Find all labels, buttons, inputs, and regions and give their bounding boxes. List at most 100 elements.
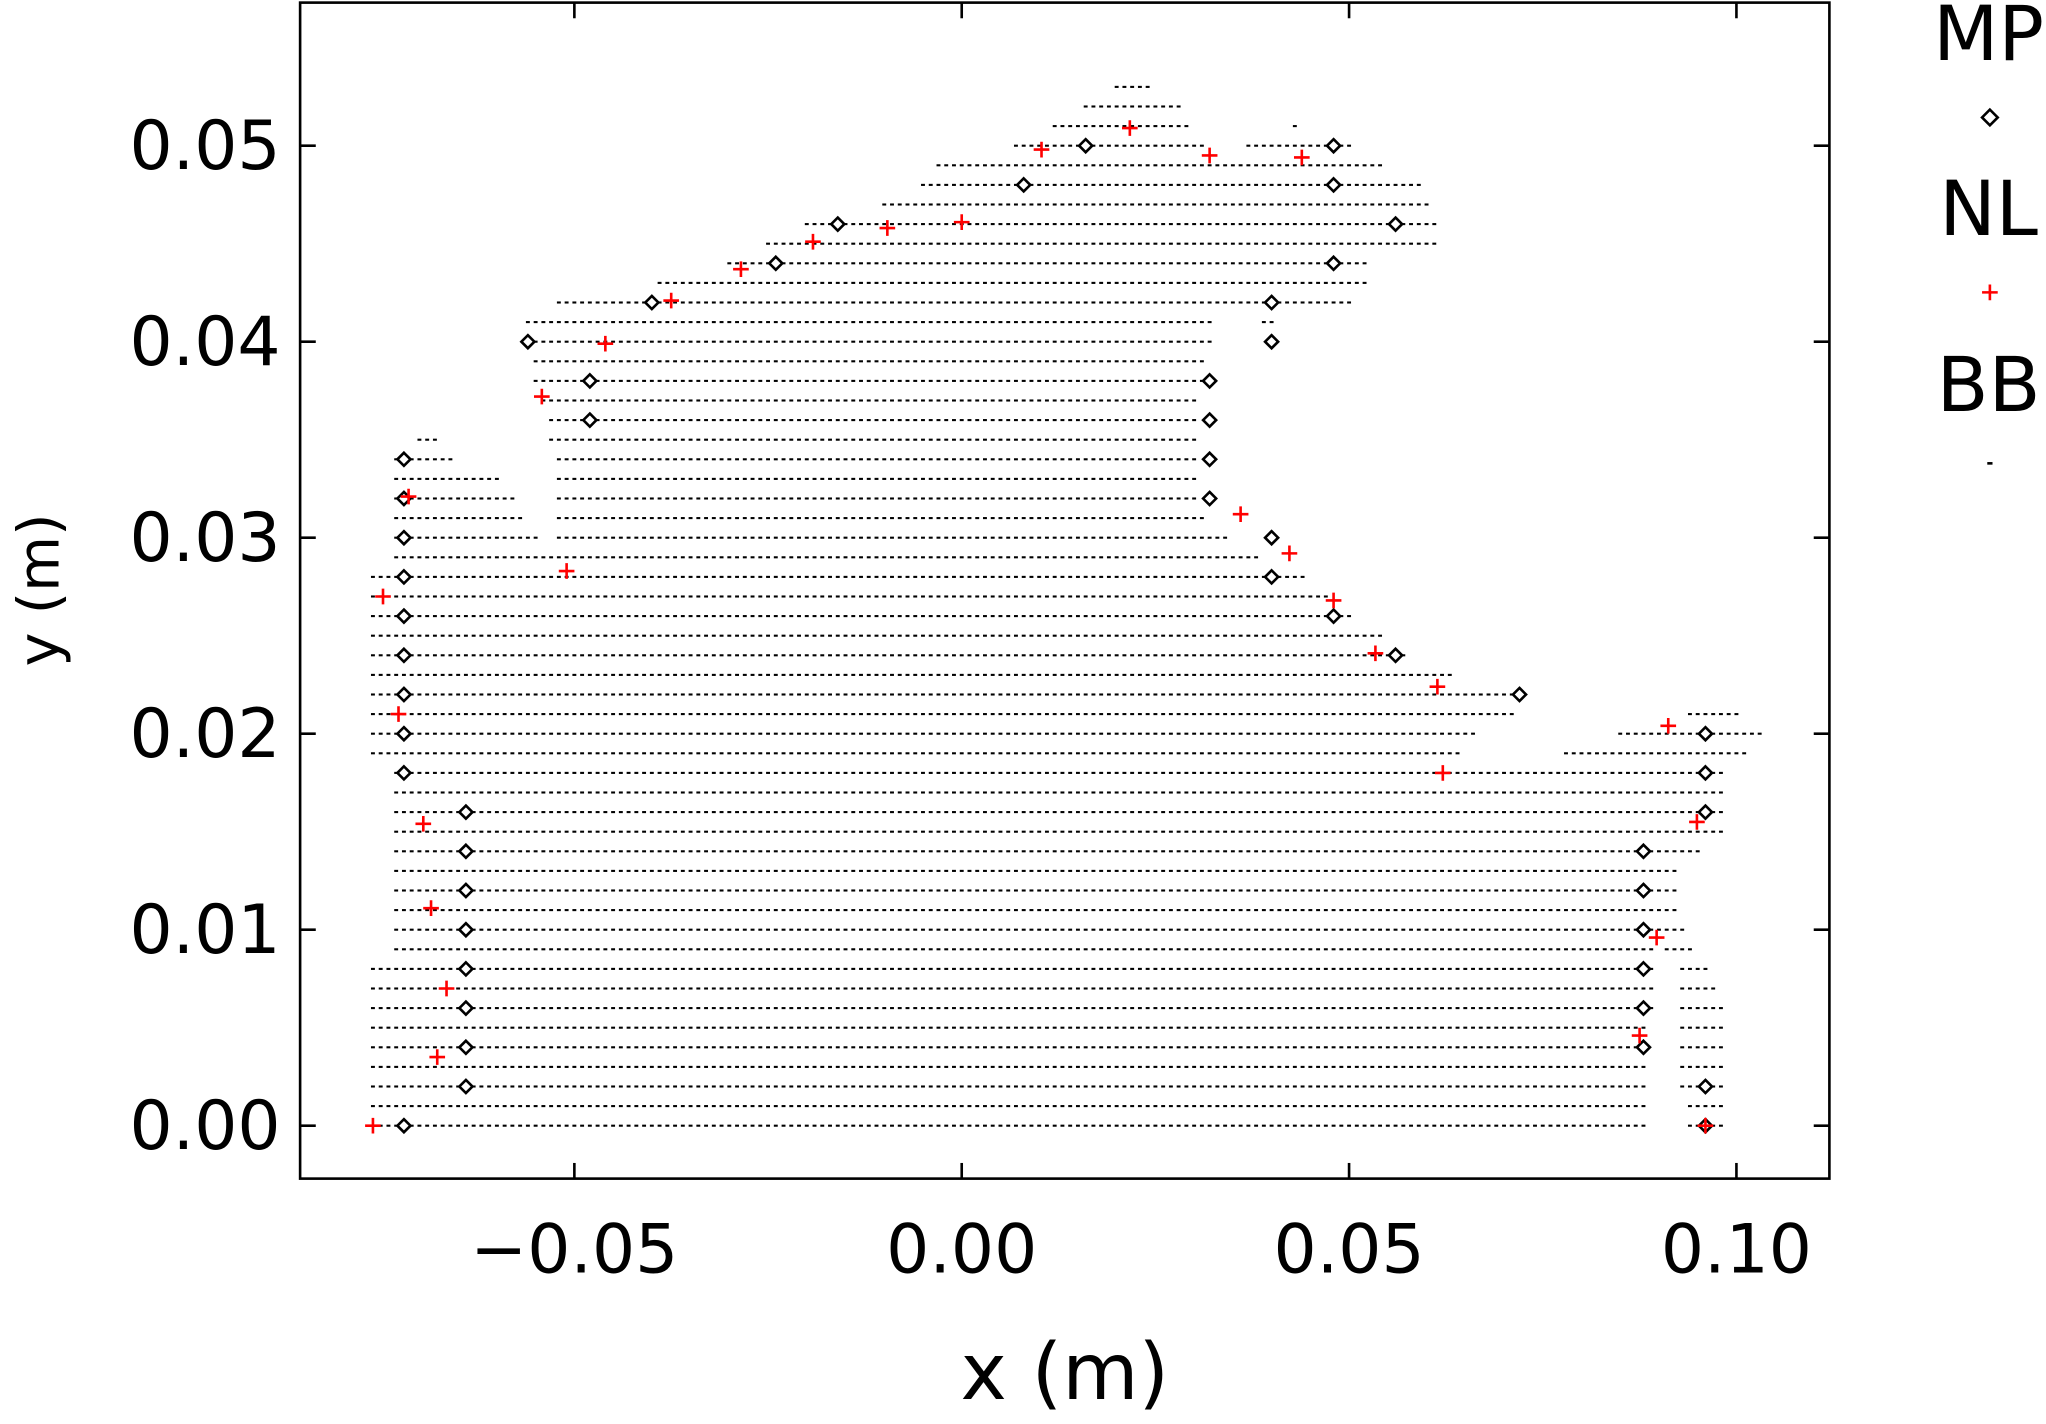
bb-point [456,752,461,755]
bb-point [998,693,1003,696]
bb-point [944,732,949,735]
bb-point [1145,615,1150,618]
bb-point [851,673,856,676]
bb-point [828,811,832,814]
bb-point [1277,987,1282,990]
bb-point [533,948,538,951]
bb-point [1556,811,1561,814]
bb-point [401,752,406,755]
bb-point [479,1105,484,1108]
bb-point [1060,1026,1065,1029]
bb-point [448,732,453,735]
bb-point [649,673,654,676]
bb-point [1424,1046,1429,1049]
bb-point [1060,967,1065,970]
bb-point [1401,948,1406,951]
bb-point [1548,1105,1553,1108]
bb-point [1564,830,1568,833]
bb-point [1044,1046,1049,1049]
bb-point [828,1105,832,1108]
bb-point [541,909,546,912]
bb-point [1424,752,1429,755]
bb-point [1424,771,1429,774]
bb-point [1114,634,1119,637]
bb-point [611,595,616,598]
bb-point [1261,752,1266,755]
bb-point [1672,869,1677,872]
bb-point [835,556,840,559]
bb-point [866,693,871,696]
bb-point [1114,889,1119,892]
bb-point [1416,869,1421,872]
bb-point [642,575,647,578]
bb-point [409,1085,414,1088]
bb-point [572,595,577,598]
bb-point [1153,791,1158,794]
bb-point [1075,732,1080,735]
bb-point [1230,654,1235,657]
bb-point [820,771,825,774]
bb-point [1447,1065,1452,1068]
bb-point [417,654,422,657]
bb-point [983,1065,987,1068]
bb-point [456,693,461,696]
bb-point [618,497,623,500]
bb-point [1044,1105,1049,1108]
bb-point [1525,889,1530,892]
bb-point [1068,556,1073,559]
bb-point [611,948,616,951]
bb-point [1246,771,1251,774]
bb-point [432,1124,437,1127]
bb-point [564,909,569,912]
bb-point [425,850,430,853]
bb-point [1393,791,1398,794]
bb-point [657,869,662,872]
bb-point [1300,693,1305,696]
bb-point [1254,713,1259,716]
bb-point [1409,1065,1414,1068]
bb-point [1114,575,1119,578]
bb-point [549,732,554,735]
bb-point [1099,1046,1104,1049]
bb-point [1153,693,1158,696]
bb-point [758,575,763,578]
bb-point [1378,830,1383,833]
bb-point [533,850,538,853]
bb-point [1347,615,1352,618]
bb-point [843,752,848,755]
bb-point [680,615,685,618]
bb-point [448,1085,453,1088]
bb-point [820,1026,825,1029]
bb-point [611,654,616,657]
bb-point [1176,928,1181,931]
bb-point [487,595,492,598]
bb-point [773,948,778,951]
bb-point [1176,575,1181,578]
bb-point [510,1085,515,1088]
bb-point [990,1046,995,1049]
bb-point [370,673,375,676]
bb-point [1610,830,1615,833]
bb-point [1571,1007,1576,1010]
bb-point [897,1007,902,1010]
bb-point [494,673,499,676]
bb-point [1223,987,1228,990]
bb-point [564,595,569,598]
bb-point [1238,1065,1243,1068]
bb-point [773,967,778,970]
bb-point [1424,693,1429,696]
bb-point [1083,1065,1088,1068]
bb-point [440,1046,445,1049]
bb-point [595,1026,600,1029]
bb-point [1571,1085,1576,1088]
bb-point [1695,1046,1700,1049]
bb-point [936,536,941,539]
bb-point [928,948,933,951]
bb-point [1192,850,1197,853]
bb-point [1300,791,1305,794]
bb-point [1703,967,1708,970]
bb-point [1440,713,1444,716]
bb-point [1517,850,1522,853]
bb-point [804,889,809,892]
bb-point [1091,536,1096,539]
